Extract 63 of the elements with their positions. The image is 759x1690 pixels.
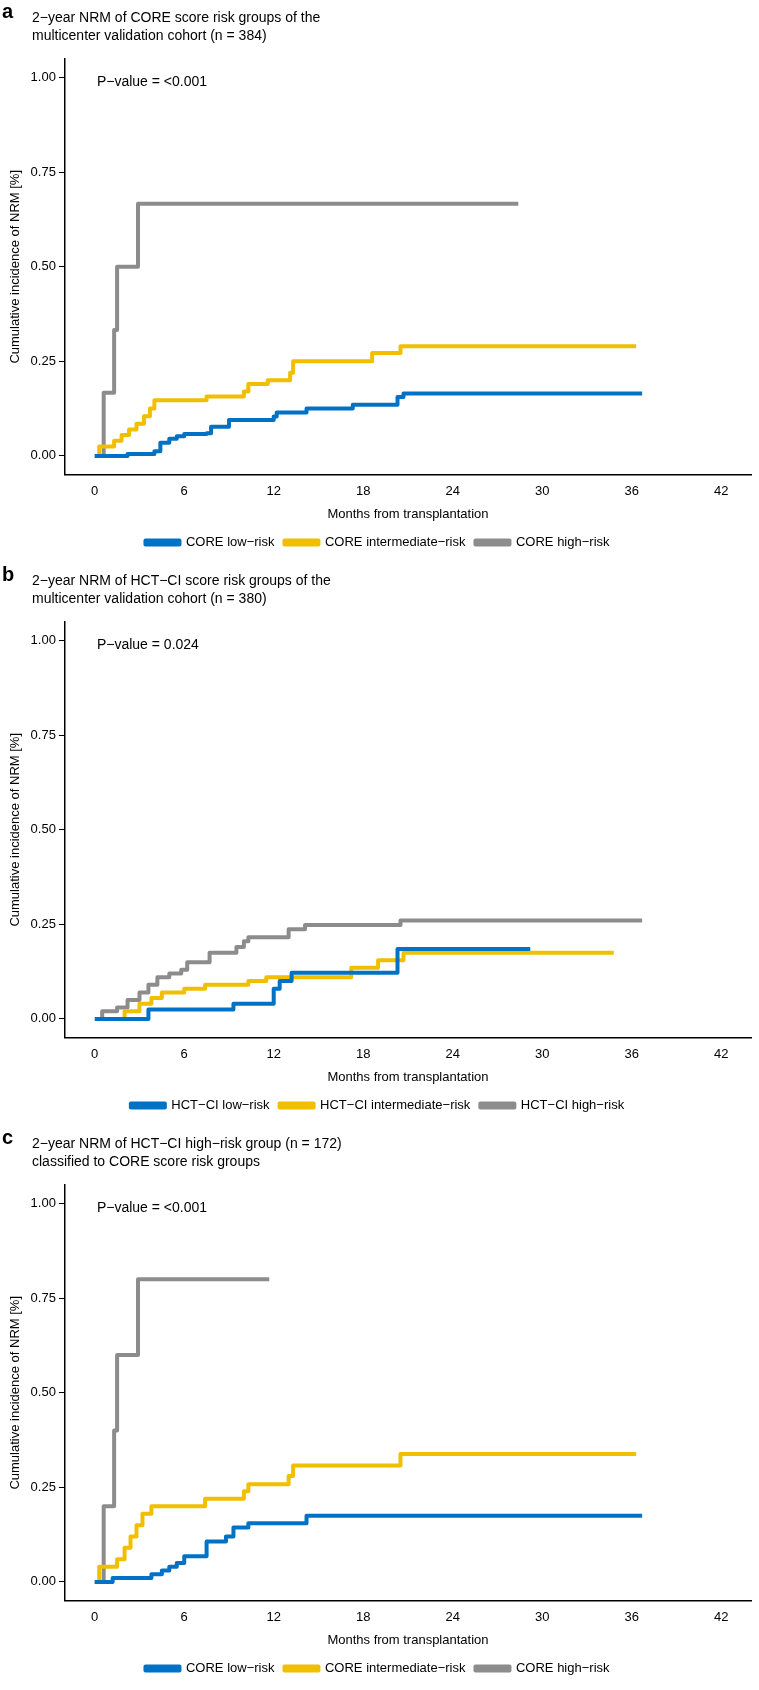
y-tick-label: 0.50 (30, 1384, 56, 1400)
x-tick-label: 36 (624, 483, 639, 499)
text: c (2, 1126, 14, 1149)
x-tick-label: 36 (624, 1046, 639, 1062)
y-tick-label: 0.00 (30, 447, 56, 463)
y-tick-label: 0.00 (30, 1010, 56, 1026)
legend-label: HCT−CI low−risk (171, 1097, 271, 1113)
y-tick-label: 0.75 (30, 726, 56, 742)
y-tick-label: 1.00 (30, 632, 56, 648)
x-tick-label: 42 (713, 1609, 729, 1625)
y-axis-title: Cumulative incidence of NRM [%] (7, 732, 23, 927)
x-tick-label: 24 (445, 483, 460, 499)
text: a (2, 0, 14, 23)
x-axis-title: Months from transplantation (327, 1631, 489, 1647)
text: b (2, 563, 15, 586)
legend-label: CORE low−risk (185, 1660, 275, 1676)
x-tick-label: 6 (180, 483, 188, 499)
x-tick-label: 12 (266, 483, 281, 499)
legend-label: CORE intermediate−risk (324, 534, 466, 550)
y-tick-label: 0.50 (30, 258, 56, 274)
x-tick-label: 12 (266, 1046, 281, 1062)
x-axis-title: Months from transplantation (327, 1068, 489, 1084)
y-tick-label: 1.00 (30, 69, 56, 85)
x-tick-label: 42 (713, 1046, 729, 1062)
chart-title: 2−year NRM of HCT−CI score risk groups of the multicenter validation cohort (n = 380) (32, 571, 331, 607)
chart-title: 2−year NRM of CORE score risk groups of the multicenter validation cohort (n = 384) (32, 8, 321, 44)
y-axis-title: Cumulative incidence of NRM [%] (7, 1295, 23, 1490)
y-tick-label: 0.00 (30, 1573, 56, 1589)
legend-label: CORE high−risk (515, 534, 611, 550)
annotation: P−value = <0.001 (96, 1198, 208, 1215)
x-tick-label: 18 (355, 483, 371, 499)
x-tick-label: 18 (355, 1046, 371, 1062)
x-tick-label: 24 (445, 1046, 460, 1062)
legend-label: HCT−CI high−risk (520, 1097, 625, 1113)
annotation: P−value = <0.001 (96, 72, 208, 89)
y-tick-label: 0.75 (30, 163, 56, 179)
legend-label: CORE high−risk (515, 1660, 611, 1676)
y-tick-label: 1.00 (30, 1195, 56, 1211)
x-tick-label: 42 (713, 483, 729, 499)
legend-label: CORE intermediate−risk (324, 1660, 466, 1676)
legend-label: HCT−CI intermediate−risk (320, 1097, 471, 1113)
x-tick-label: 6 (180, 1609, 188, 1625)
x-tick-label: 24 (445, 1609, 460, 1625)
y-tick-label: 0.50 (30, 821, 56, 837)
annotation: P−value = 0.024 (96, 635, 200, 652)
x-tick-label: 6 (180, 1046, 188, 1062)
x-tick-label: 0 (91, 483, 99, 499)
x-tick-label: 18 (355, 1609, 371, 1625)
y-axis-title: Cumulative incidence of NRM [%] (7, 169, 23, 364)
x-tick-label: 36 (624, 1609, 639, 1625)
x-tick-label: 12 (266, 1609, 281, 1625)
chart-title: 2−year NRM of HCT−CI high−risk group (n = 172) classified to CORE score risk groups (32, 1134, 342, 1170)
x-tick-label: 0 (91, 1609, 99, 1625)
x-tick-label: 30 (534, 1046, 550, 1062)
x-tick-label: 0 (91, 1046, 99, 1062)
x-axis-title: Months from transplantation (327, 505, 489, 521)
y-tick-label: 0.25 (30, 915, 56, 931)
x-tick-label: 30 (534, 1609, 550, 1625)
y-tick-label: 0.25 (30, 1478, 56, 1494)
y-tick-label: 0.25 (30, 352, 56, 368)
y-tick-label: 0.75 (30, 1289, 56, 1305)
legend-label: CORE low−risk (185, 534, 275, 550)
x-tick-label: 30 (534, 483, 550, 499)
